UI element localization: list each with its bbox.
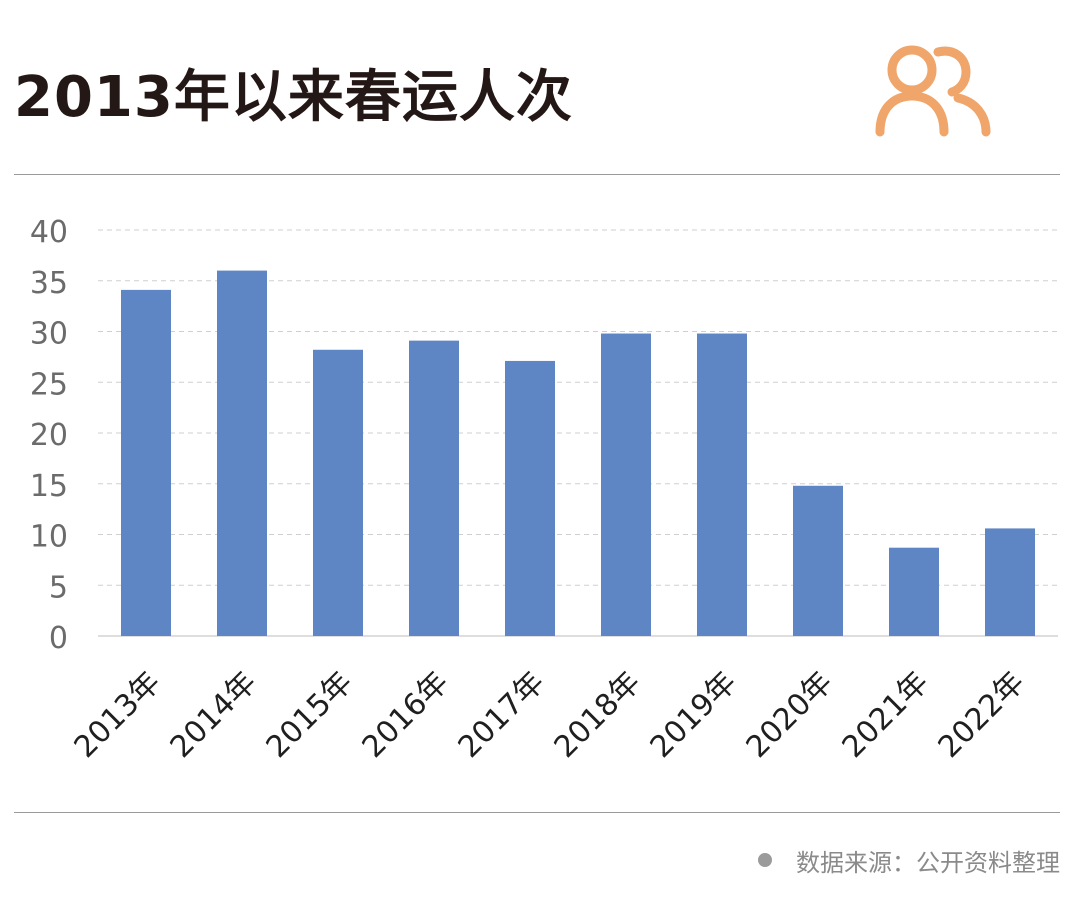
y-tick-label: 15 [30,469,68,504]
x-tick-label: 2015年 [260,665,360,765]
bar-chart: 0 5 10 15 20 25 30 35 40 2013年2014年2015年2016年2017… [30,215,1058,765]
y-tick-label: 30 [30,317,68,352]
top-divider [14,174,1060,175]
x-tick-label: 2013年 [68,665,168,765]
data-source: 数据来源：公开资料整理 [758,840,1060,880]
bar [121,289,171,636]
bar [505,360,555,636]
y-tick-label: 10 [30,520,68,555]
y-tick-label: 35 [30,266,68,301]
y-tick-label: 0 [49,621,68,656]
bar [889,547,939,636]
y-tick-label: 20 [30,418,68,453]
people-icon [875,45,991,137]
x-tick-label: 2014年 [164,665,264,765]
page-title: 2013年以来春运人次 [14,65,573,130]
x-tick-label: 2016年 [356,665,456,765]
bar [985,528,1035,636]
x-tick-label: 2020年 [740,665,840,765]
bar [697,333,747,636]
x-tick-label: 2017年 [452,665,552,765]
bullet-icon [758,853,772,867]
bar [313,349,363,636]
bottom-divider [14,812,1060,813]
bar [217,270,267,636]
x-tick-label: 2021年 [836,665,936,765]
x-tick-label: 2019年 [644,665,744,765]
bar [409,340,459,636]
bar [793,485,843,636]
source-text: 数据来源：公开资料整理 [796,848,1060,877]
bar [601,333,651,636]
y-tick-label: 5 [49,570,68,605]
x-tick-label: 2022年 [932,665,1032,765]
y-tick-label: 40 [30,215,68,250]
x-tick-label: 2018年 [548,665,648,765]
y-tick-label: 25 [30,367,68,402]
